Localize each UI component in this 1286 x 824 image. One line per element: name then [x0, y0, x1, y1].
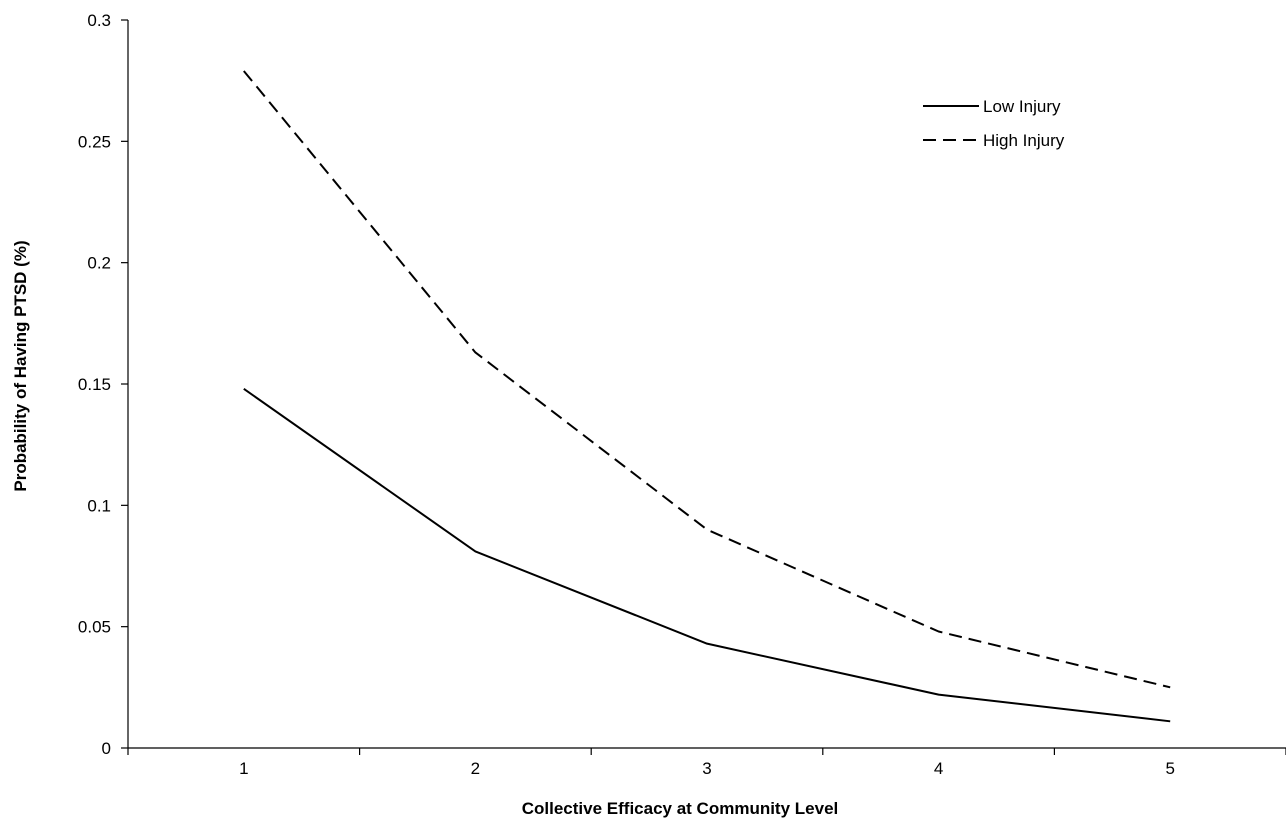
series-line-low-injury	[243, 388, 1171, 723]
legend: Low Injury High Injury	[923, 97, 1065, 150]
series	[243, 70, 1171, 723]
y-tick-label: 0	[102, 739, 111, 758]
y-tick-label: 0.25	[78, 132, 111, 151]
x-tick-label: 2	[471, 759, 480, 778]
y-tick-label: 0.15	[78, 375, 111, 394]
axes	[127, 20, 1286, 749]
legend-label-low-injury: Low Injury	[983, 97, 1061, 116]
y-tick-label: 0.2	[87, 254, 111, 273]
x-tick-label: 5	[1165, 759, 1174, 778]
x-ticks: 1 2 3 4 5	[127, 748, 1286, 778]
y-tick-label: 0.05	[78, 618, 111, 637]
y-tick-label: 0.3	[87, 11, 111, 30]
y-ticks: 0 0.05 0.1 0.15 0.2 0.25 0.3	[78, 11, 128, 758]
x-tick-label: 3	[702, 759, 711, 778]
y-axis-title: Probability of Having PTSD (%)	[11, 240, 30, 491]
x-tick-label: 4	[934, 759, 943, 778]
x-axis-title: Collective Efficacy at Community Level	[522, 799, 839, 818]
x-tick-label: 1	[239, 759, 248, 778]
legend-label-high-injury: High Injury	[983, 131, 1065, 150]
series-line-high-injury	[243, 70, 1171, 689]
y-tick-label: 0.1	[87, 496, 111, 515]
